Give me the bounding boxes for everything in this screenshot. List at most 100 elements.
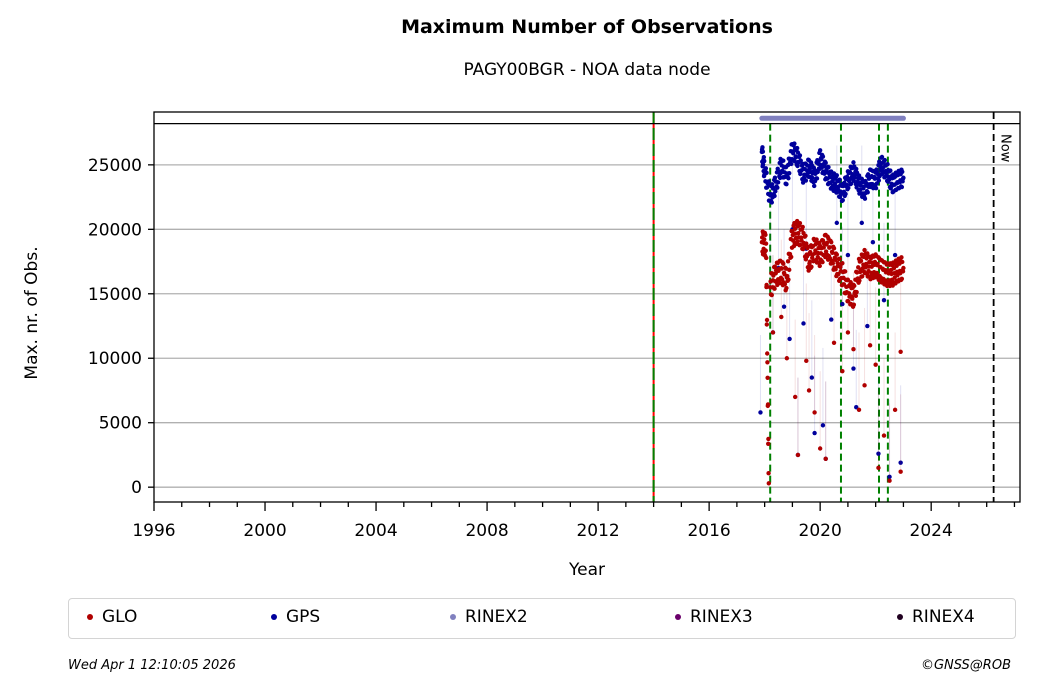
glo-point bbox=[764, 255, 769, 261]
glo-point bbox=[863, 261, 869, 267]
glo-point bbox=[804, 241, 809, 246]
legend-label: GPS bbox=[286, 607, 321, 627]
gps-point bbox=[837, 177, 842, 182]
glo-point bbox=[766, 481, 772, 486]
glo-point bbox=[813, 248, 818, 253]
glo-point bbox=[763, 241, 769, 246]
glo-point bbox=[815, 254, 820, 260]
gps-point bbox=[892, 252, 898, 258]
glo-point bbox=[766, 441, 771, 446]
glo-point bbox=[800, 224, 805, 230]
glo-point bbox=[795, 452, 801, 458]
gps-point bbox=[820, 423, 826, 428]
glo-point bbox=[806, 388, 812, 393]
gps-point bbox=[790, 150, 796, 156]
gps-point bbox=[865, 323, 870, 329]
glo-point bbox=[887, 478, 892, 483]
x-tick-label: 2016 bbox=[687, 521, 730, 541]
glo-point bbox=[900, 269, 906, 274]
gps-point bbox=[851, 366, 856, 371]
glo-point bbox=[857, 278, 862, 283]
gps-point bbox=[812, 430, 817, 436]
glo-point bbox=[876, 465, 881, 471]
glo-point bbox=[901, 265, 906, 271]
chart-subtitle: PAGY00BGR - NOA data node bbox=[463, 60, 711, 80]
glo-point bbox=[803, 233, 808, 239]
y-tick-label: 20000 bbox=[88, 220, 142, 240]
plot-frame bbox=[153, 111, 1021, 503]
legend-label: GLO bbox=[102, 607, 138, 627]
gps-point bbox=[846, 185, 851, 191]
x-tick-label: 2020 bbox=[799, 521, 842, 541]
gps-point bbox=[795, 163, 800, 169]
glo-point bbox=[770, 330, 776, 335]
glo-point bbox=[814, 237, 819, 242]
gps-point bbox=[834, 220, 840, 226]
glo-point bbox=[899, 276, 905, 281]
glo-point bbox=[817, 446, 823, 451]
glo-point bbox=[786, 277, 791, 282]
glo-point bbox=[836, 271, 841, 277]
gps-point bbox=[772, 193, 777, 199]
glo-point bbox=[821, 245, 826, 250]
glo-point bbox=[765, 351, 770, 356]
glo-point bbox=[856, 407, 862, 413]
chart-title: Maximum Number of Observations bbox=[401, 16, 773, 38]
y-tick-label: 15000 bbox=[88, 285, 142, 305]
gps-point bbox=[851, 178, 857, 184]
glo-point bbox=[862, 383, 867, 388]
glo-point bbox=[781, 261, 786, 266]
x-tick-label: 2004 bbox=[354, 521, 397, 541]
glo-point bbox=[789, 254, 794, 260]
glo-point bbox=[782, 281, 788, 287]
gps-point bbox=[840, 198, 845, 203]
glo-point bbox=[854, 289, 859, 295]
glo-point bbox=[873, 362, 878, 367]
plot-border bbox=[153, 111, 1021, 503]
legend-marker-rinex2 bbox=[450, 614, 456, 620]
gps-point bbox=[899, 184, 905, 190]
glo-point bbox=[831, 246, 837, 251]
glo-point bbox=[848, 280, 853, 285]
glo-point bbox=[787, 267, 792, 273]
gps-point bbox=[798, 158, 803, 163]
data-points bbox=[758, 115, 906, 486]
glo-point bbox=[840, 368, 845, 374]
gps-point bbox=[873, 185, 879, 191]
gps-point bbox=[769, 182, 775, 187]
glo-point bbox=[779, 314, 784, 320]
gps-point bbox=[781, 304, 787, 309]
glo-point bbox=[807, 259, 813, 264]
gps-point bbox=[882, 157, 887, 163]
gps-point bbox=[862, 196, 868, 201]
glo-point bbox=[792, 394, 798, 400]
gps-point bbox=[760, 162, 766, 167]
legend-marker-glo bbox=[87, 614, 93, 620]
grid-lines bbox=[154, 164, 1020, 488]
now-label: Now bbox=[998, 134, 1013, 163]
x-tick-label: 2008 bbox=[465, 521, 508, 541]
glo-point bbox=[812, 410, 817, 415]
gps-point bbox=[900, 169, 905, 174]
gps-point bbox=[762, 158, 767, 164]
glo-point bbox=[846, 291, 852, 296]
gps-point bbox=[898, 460, 903, 465]
glo-point bbox=[837, 256, 842, 262]
x-tick-label: 2024 bbox=[910, 521, 953, 541]
glo-point bbox=[809, 264, 814, 270]
gps-point bbox=[881, 298, 887, 303]
glo-point bbox=[899, 255, 904, 260]
glo-point bbox=[867, 343, 873, 348]
gps-point bbox=[792, 159, 797, 164]
y-tick-label: 5000 bbox=[99, 414, 142, 434]
glo-point bbox=[851, 302, 857, 307]
glo-point bbox=[881, 433, 887, 438]
legend-marker-rinex4 bbox=[897, 614, 903, 620]
gps-point bbox=[809, 375, 815, 380]
gps-point bbox=[764, 170, 769, 175]
glo-point bbox=[766, 436, 771, 442]
legend-marker-gps bbox=[271, 614, 277, 620]
gps-point bbox=[781, 158, 786, 163]
gps-point bbox=[769, 200, 774, 205]
